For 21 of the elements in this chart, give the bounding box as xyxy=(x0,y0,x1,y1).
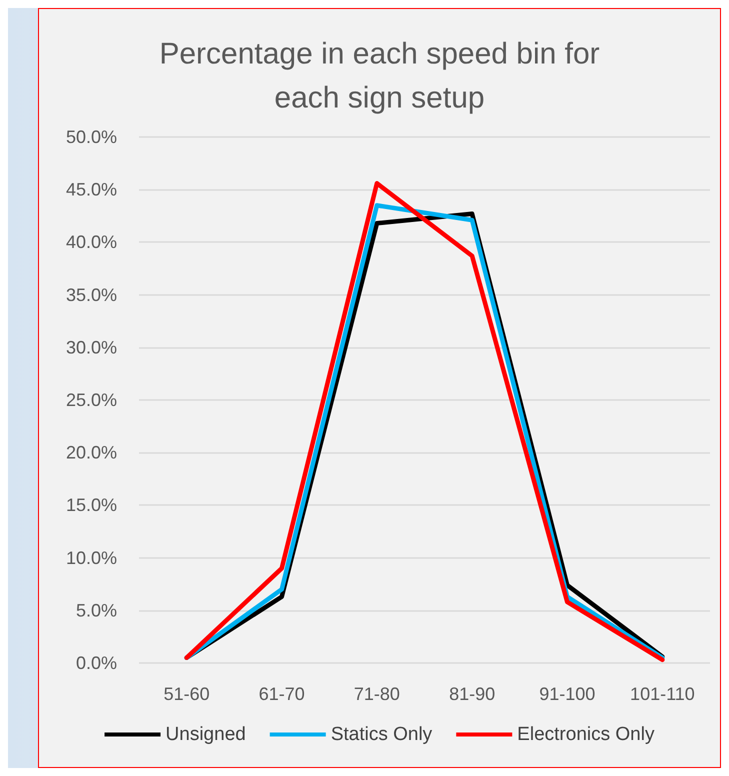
y-tick-label: 5.0% xyxy=(76,600,117,620)
x-tick-label: 61-70 xyxy=(258,684,305,704)
y-tick-label: 25.0% xyxy=(66,390,117,410)
y-tick-label: 40.0% xyxy=(66,232,117,252)
y-tick-label: 30.0% xyxy=(66,337,117,358)
y-tick-label: 45.0% xyxy=(66,180,117,200)
x-tick-label: 81-90 xyxy=(449,684,496,704)
y-tick-label: 10.0% xyxy=(66,548,117,568)
x-tick-label: 101-110 xyxy=(630,684,695,704)
y-tick-label: 15.0% xyxy=(66,495,117,516)
legend-label: Statics Only xyxy=(330,724,433,745)
x-tick-label: 91-100 xyxy=(539,684,596,704)
y-tick-label: 35.0% xyxy=(66,284,117,305)
y-tick-label: 50.0% xyxy=(66,127,117,147)
x-tick-label: 71-80 xyxy=(354,684,400,704)
legend-label: Unsigned xyxy=(166,724,246,745)
y-tick-label: 20.0% xyxy=(66,442,117,463)
x-tick-label: 51-60 xyxy=(164,684,210,704)
y-tick-label: 0.0% xyxy=(76,653,117,673)
legend-label: Electronics Only xyxy=(517,724,655,745)
chart-title: Percentage in each speed bin for each sign setup xyxy=(159,38,600,114)
